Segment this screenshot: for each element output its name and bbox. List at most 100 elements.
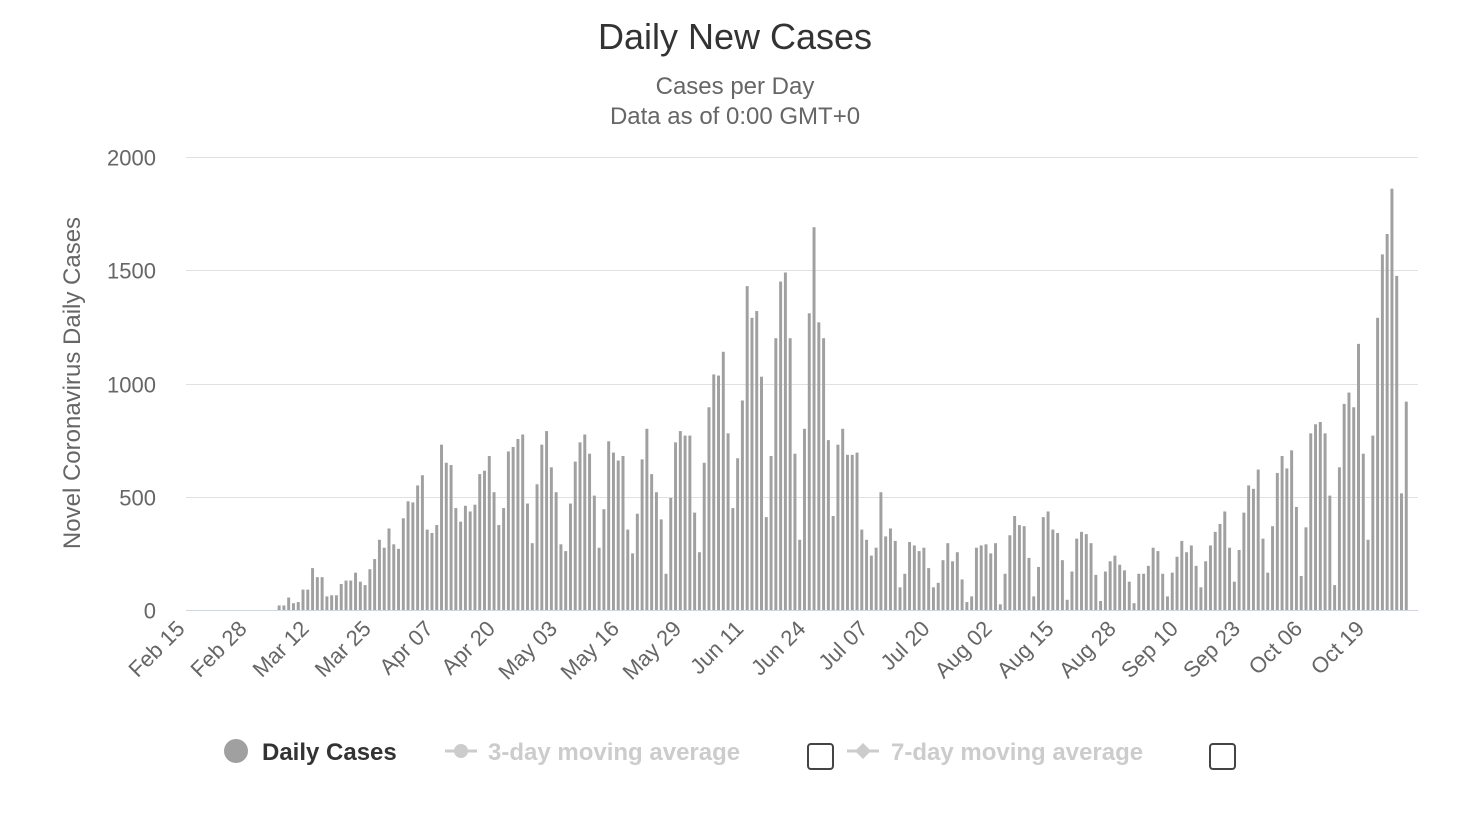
bar[interactable] [339, 583, 343, 610]
bar[interactable] [1108, 561, 1112, 610]
bar[interactable] [1089, 543, 1093, 610]
bar[interactable] [769, 455, 773, 610]
bar[interactable] [803, 428, 806, 610]
bar[interactable] [602, 509, 606, 610]
bar[interactable] [669, 497, 673, 610]
bar[interactable] [1123, 570, 1126, 610]
bar[interactable] [1204, 561, 1208, 610]
bar[interactable] [559, 544, 563, 610]
bar[interactable] [1213, 531, 1217, 610]
bar[interactable] [951, 561, 955, 610]
bar[interactable] [707, 407, 711, 610]
bar[interactable] [387, 528, 391, 610]
bar[interactable] [1347, 392, 1351, 610]
bar[interactable] [1309, 433, 1313, 610]
checkbox-7-day-moving-average[interactable] [1209, 743, 1236, 770]
bar[interactable] [650, 474, 654, 610]
bar[interactable] [1132, 603, 1136, 610]
bar[interactable] [473, 504, 477, 610]
bar[interactable] [817, 322, 821, 610]
bar[interactable] [459, 521, 463, 610]
bar[interactable] [659, 519, 663, 610]
bar[interactable] [506, 451, 510, 610]
bar[interactable] [621, 455, 625, 610]
bar[interactable] [287, 597, 291, 610]
bar[interactable] [545, 431, 549, 610]
bar[interactable] [382, 547, 386, 610]
bar[interactable] [774, 338, 778, 610]
bar[interactable] [826, 440, 830, 611]
bar[interactable] [884, 536, 888, 610]
bar[interactable] [1242, 512, 1246, 610]
bar[interactable] [597, 547, 601, 610]
bar[interactable] [282, 605, 286, 610]
bar[interactable] [568, 503, 572, 610]
bar[interactable] [1161, 573, 1165, 610]
bar[interactable] [1376, 317, 1380, 610]
bar[interactable] [449, 465, 453, 610]
bar[interactable] [893, 540, 897, 610]
bar[interactable] [1352, 407, 1356, 610]
bar[interactable] [736, 458, 740, 610]
bar[interactable] [1103, 571, 1107, 611]
bar[interactable] [664, 573, 668, 610]
bar[interactable] [487, 455, 491, 610]
bar[interactable] [846, 454, 849, 610]
bar[interactable] [1037, 566, 1040, 610]
bar[interactable] [941, 560, 945, 610]
bar[interactable] [444, 462, 448, 610]
bar[interactable] [1208, 545, 1212, 610]
bar[interactable] [974, 547, 978, 610]
bar[interactable] [1371, 435, 1375, 610]
bar[interactable] [855, 452, 859, 610]
bar[interactable] [936, 582, 940, 610]
bar[interactable] [874, 547, 878, 610]
bars-daily-cases[interactable] [277, 188, 1408, 611]
bar[interactable] [1400, 493, 1403, 610]
bar[interactable] [712, 374, 716, 610]
bar[interactable] [502, 508, 506, 610]
bar[interactable] [478, 474, 482, 610]
bar[interactable] [869, 555, 873, 610]
bar[interactable] [1337, 467, 1341, 610]
bar[interactable] [483, 470, 486, 610]
bar[interactable] [1385, 234, 1389, 610]
bar[interactable] [1165, 596, 1169, 610]
bar[interactable] [970, 596, 974, 610]
bar[interactable] [1118, 564, 1122, 610]
bar[interactable] [1290, 450, 1294, 610]
bar[interactable] [1247, 485, 1251, 610]
bar[interactable] [1017, 525, 1021, 610]
bar[interactable] [683, 435, 687, 610]
bar[interactable] [1228, 547, 1232, 610]
bar[interactable] [1065, 599, 1069, 610]
bar[interactable] [903, 573, 907, 610]
bar[interactable] [416, 485, 420, 610]
bar[interactable] [401, 518, 405, 610]
bar[interactable] [1333, 585, 1337, 610]
bar[interactable] [1395, 275, 1399, 610]
bar[interactable] [879, 492, 883, 610]
bar[interactable] [1056, 532, 1060, 610]
bar[interactable] [745, 286, 749, 610]
bar[interactable] [296, 602, 300, 610]
bar[interactable] [674, 442, 678, 610]
bar[interactable] [1075, 538, 1079, 610]
bar[interactable] [850, 454, 854, 610]
bar[interactable] [554, 492, 558, 610]
bar[interactable] [1142, 573, 1146, 610]
bar[interactable] [373, 559, 377, 610]
bar[interactable] [788, 338, 792, 610]
bar[interactable] [1189, 545, 1193, 610]
bar[interactable] [463, 505, 467, 610]
bar[interactable] [693, 512, 697, 610]
bar[interactable] [1223, 511, 1227, 610]
bar[interactable] [960, 579, 964, 610]
bar[interactable] [1127, 581, 1131, 610]
bar[interactable] [578, 442, 582, 610]
bar[interactable] [1046, 511, 1050, 610]
bar[interactable] [521, 434, 525, 610]
bar[interactable] [1146, 565, 1150, 610]
bar[interactable] [946, 543, 950, 610]
bar[interactable] [645, 428, 649, 610]
